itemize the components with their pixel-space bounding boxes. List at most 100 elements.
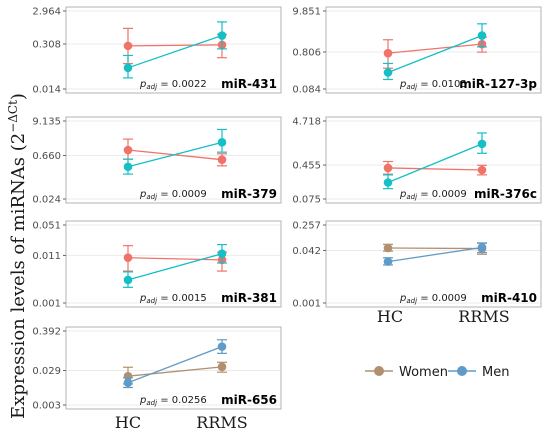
series-line xyxy=(127,253,223,281)
series-men xyxy=(123,243,227,288)
legend-item-men: Men xyxy=(448,365,509,380)
y-tick-label: 0.075 xyxy=(292,195,321,206)
y-tick-label: 4.718 xyxy=(292,117,321,128)
p-symbol: p xyxy=(139,189,146,200)
p-symbol: p xyxy=(139,395,146,406)
panel-miR-376c: 4.718 0.455 0.075 padj = 0.0009 miR-376c xyxy=(292,116,542,206)
panel-title: miR-431 xyxy=(221,77,277,91)
p-value: = 0.0009 xyxy=(417,293,467,304)
data-point xyxy=(383,257,393,266)
p-value-annotation: padj = 0.0015 xyxy=(139,293,207,305)
p-symbol: p xyxy=(399,79,406,90)
data-point xyxy=(383,68,393,77)
y-tick-label: 9.135 xyxy=(32,117,61,128)
legend-marker-women xyxy=(374,366,384,376)
p-value-annotation: padj = 0.0256 xyxy=(139,395,207,407)
p-subscript: adj xyxy=(146,193,157,201)
series-line xyxy=(387,143,483,184)
data-point xyxy=(217,155,227,164)
p-symbol: p xyxy=(139,293,146,304)
panel-miR-431: 2.964 0.308 0.014 padj = 0.0022 miR-431 xyxy=(32,6,282,96)
panel-frame xyxy=(65,326,282,410)
panel-frame xyxy=(65,6,282,94)
legend: Women Men xyxy=(365,365,509,380)
series-line xyxy=(387,247,483,250)
series-men xyxy=(123,21,227,79)
p-value: = 0.0009 xyxy=(157,189,207,200)
panel-miR-656: 0.392 0.029 0.003 padj = 0.0256 miR-656 xyxy=(32,326,282,412)
y-tick-label: 9.851 xyxy=(292,7,321,18)
p-value: = 0.0009 xyxy=(417,189,467,200)
panel-miR-379: 9.135 0.660 0.024 padj = 0.0009 miR-379 xyxy=(32,116,282,206)
data-point xyxy=(123,41,133,51)
panel-miR-381: 0.051 0.011 0.001 padj = 0.0015 miR-381 xyxy=(32,220,282,310)
series-line xyxy=(387,34,483,74)
data-point xyxy=(383,163,393,173)
data-point xyxy=(123,145,133,155)
p-subscript: adj xyxy=(146,297,157,305)
y-tick-label: 0.042 xyxy=(292,246,321,257)
p-value-annotation: padj = 0.0022 xyxy=(139,79,207,91)
data-point xyxy=(123,378,133,388)
y-tick-label: 0.084 xyxy=(292,85,321,96)
data-point xyxy=(477,243,487,252)
series-women xyxy=(383,160,487,176)
p-subscript: adj xyxy=(146,83,157,91)
panel-frame xyxy=(65,116,282,204)
panel-title: miR-381 xyxy=(221,291,277,305)
panel-miR-410: 0.257 0.042 0.001 padj = 0.0009 miR-410 xyxy=(292,220,542,310)
y-axis-label-exponent: −ΔCt xyxy=(6,100,20,133)
y-tick-label: 2.964 xyxy=(32,7,61,18)
data-point xyxy=(217,249,227,259)
y-tick-label: 0.392 xyxy=(32,327,61,338)
data-point xyxy=(477,31,487,40)
series-women xyxy=(123,138,227,167)
y-tick-label: 0.257 xyxy=(292,221,321,232)
p-subscript: adj xyxy=(406,83,417,91)
panel-frame xyxy=(65,220,282,308)
panel-title: miR-376c xyxy=(474,187,537,201)
panel-frame xyxy=(325,220,542,308)
p-value: = 0.0105 xyxy=(417,79,467,90)
data-point xyxy=(217,138,227,147)
series-line xyxy=(387,43,483,54)
y-tick-label: 0.308 xyxy=(32,39,61,50)
series-line xyxy=(127,346,223,384)
panel-title: miR-656 xyxy=(221,393,277,407)
data-point xyxy=(477,165,487,175)
p-symbol: p xyxy=(399,293,406,304)
data-point xyxy=(383,178,393,187)
data-point xyxy=(123,63,133,73)
series-line xyxy=(387,167,483,171)
data-point xyxy=(217,342,227,351)
data-point xyxy=(217,31,227,40)
p-symbol: p xyxy=(399,189,406,200)
y-tick-label: 0.660 xyxy=(32,151,61,162)
data-point xyxy=(123,275,133,285)
p-value-annotation: padj = 0.0009 xyxy=(399,189,467,201)
panel-title: miR-379 xyxy=(221,187,277,201)
series-men xyxy=(383,132,487,190)
series-line xyxy=(127,141,223,168)
y-tick-label: 0.011 xyxy=(32,251,61,262)
p-value-annotation: padj = 0.0009 xyxy=(399,293,467,305)
y-axis-label: Expression levels of miRNAs (2−ΔCt) xyxy=(6,93,29,419)
series-line xyxy=(127,257,223,261)
panel-frame xyxy=(325,116,542,204)
series-line xyxy=(387,246,483,263)
panel-title: miR-127-3p xyxy=(459,77,537,91)
y-tick-label: 0.029 xyxy=(32,366,61,377)
legend-item-women: Women xyxy=(365,365,448,380)
y-tick-label: 0.024 xyxy=(32,195,61,206)
p-value-annotation: padj = 0.0009 xyxy=(139,189,207,201)
series-women xyxy=(383,36,487,69)
y-tick-label: 0.051 xyxy=(32,221,61,232)
series-line xyxy=(127,366,223,377)
panel-title: miR-410 xyxy=(481,291,537,305)
series-men xyxy=(383,23,487,81)
series-men xyxy=(123,339,227,389)
series-men xyxy=(123,128,227,175)
data-point xyxy=(383,243,393,253)
